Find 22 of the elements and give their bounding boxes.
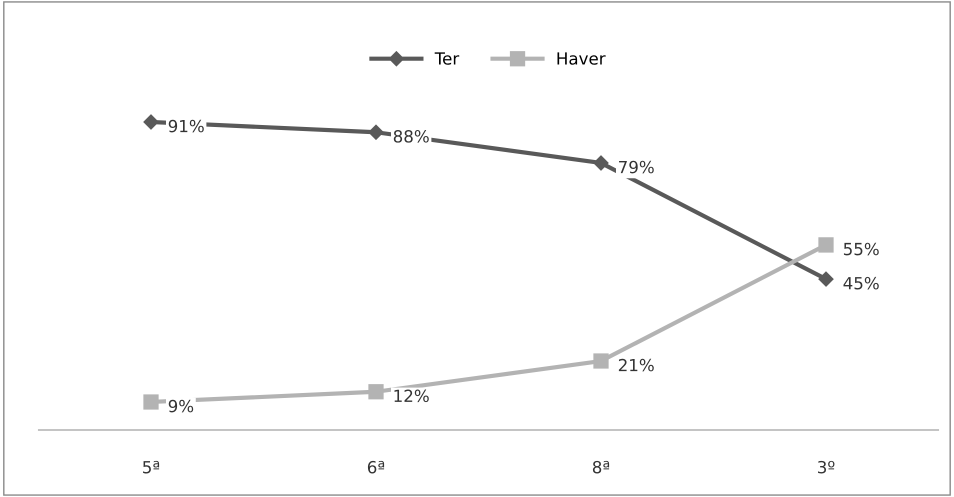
point (143, 394, 159, 410)
point (368, 124, 384, 140)
data-label: 21% (618, 358, 654, 372)
point (143, 114, 159, 130)
x-tick-label: 3º (818, 460, 834, 474)
point (593, 353, 609, 369)
legend-label: Ter (434, 52, 460, 65)
point (593, 155, 609, 171)
legend-label: Haver (558, 52, 606, 65)
x-tick-label: 8ª (592, 460, 610, 474)
data-label: 91% (168, 120, 204, 132)
x-tick-label: 5ª (143, 460, 160, 474)
data-label: 88% (394, 130, 429, 143)
data-label: 45% (843, 276, 879, 290)
data-label: 12% (394, 390, 429, 402)
data-label: 9% (168, 400, 194, 412)
data-label: 55% (844, 242, 879, 256)
point (818, 272, 834, 287)
point (818, 237, 834, 253)
data-label: 79% (619, 160, 654, 174)
point (368, 384, 384, 400)
x-tick-label: 6ª (368, 460, 384, 474)
